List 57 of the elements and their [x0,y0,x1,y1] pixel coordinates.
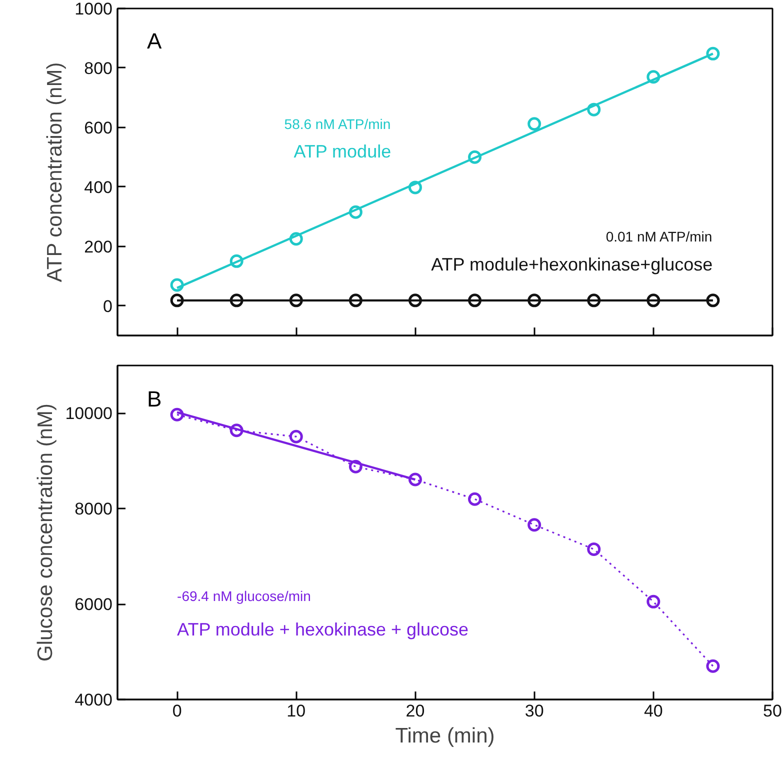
point [468,150,482,164]
point [348,205,362,219]
point [230,424,244,438]
x-tick-label: 10 [286,702,306,720]
y-axis-title: ATP concentration (nM) [44,62,67,282]
x-tick-label: 40 [644,702,663,720]
y-tick-label: 1000 [74,0,113,18]
point [170,294,184,308]
point [706,46,720,60]
point [528,518,542,532]
annotation: A [146,28,162,54]
point [587,542,601,556]
annotation: -69.4 nM glucose/min [177,588,311,604]
annotation: 0.01 nM ATP/min [606,228,712,245]
point [170,408,184,422]
series-label: ATP module [294,142,392,162]
x-axis-title: Time (min) [395,724,495,748]
series-label: ATP module+hexonkinase+glucose [431,254,713,274]
point [408,472,422,486]
x-tick-label: 30 [524,702,544,720]
point [170,278,184,292]
point [646,70,660,84]
y-axis-title: Glucose concentration (nM) [34,404,58,662]
point [587,294,601,308]
point [289,430,303,444]
point [646,294,660,308]
annotation: B [146,386,162,412]
y-tick-label: 6000 [74,595,113,614]
x-tick-label: 50 [763,702,782,720]
point [348,294,362,308]
x-tick-label: 20 [406,702,425,720]
point [408,180,422,194]
annotation: 58.6 nM ATP/min [284,116,391,132]
point [468,294,482,308]
point [587,102,601,116]
y-tick-label: 10000 [65,404,113,424]
point [706,294,720,308]
point [646,594,660,608]
y-tick-label: 200 [84,237,113,256]
point [230,254,244,268]
text: ATP module + hexokinase + glucose [177,619,469,640]
point [408,294,422,308]
y-tick-label: 8000 [74,500,113,519]
point [348,460,362,474]
y-tick-label: 400 [84,178,113,197]
y-tick-label: 600 [84,118,113,138]
point [528,117,542,131]
y-tick-label: 4000 [74,690,113,710]
x-tick-label: 0 [172,702,182,720]
point [528,294,542,308]
point [706,659,720,673]
point [468,492,482,506]
y-tick-label: 0 [103,296,113,316]
y-tick-label: 800 [84,58,113,78]
point [289,232,303,246]
point [230,294,244,308]
point [289,294,303,308]
